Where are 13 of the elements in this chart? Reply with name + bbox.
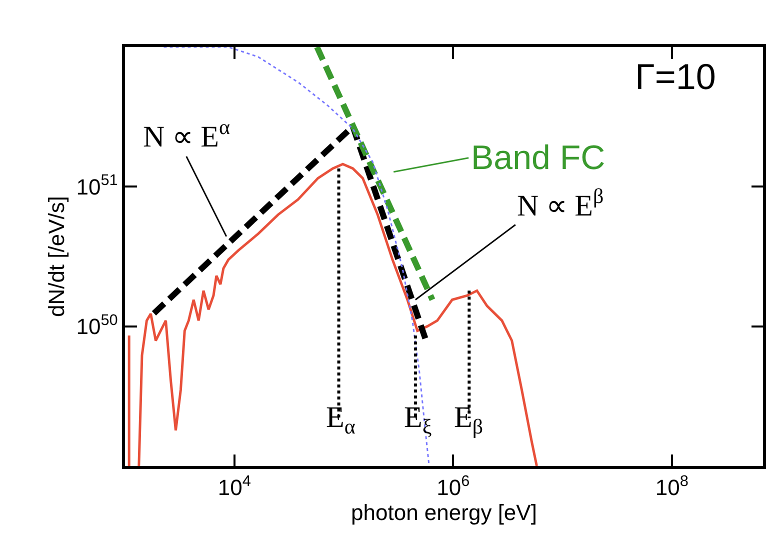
- y-axis-title: dN/dt [/eV/s]: [44, 196, 70, 318]
- annotation: Γ=10: [635, 56, 716, 97]
- annotation: E$_{ξ}$: [404, 401, 432, 438]
- x-tick-label: 10$^{4}$: [218, 472, 252, 500]
- annotation: E$_{β}$: [454, 401, 484, 438]
- y-tick-label: 10$^{51}$: [76, 172, 118, 200]
- annotation: N ∝ E$^{α}$: [143, 115, 230, 154]
- y-tick-label: 10$^{50}$: [76, 312, 118, 340]
- x-tick-label: 10$^{8}$: [655, 472, 688, 500]
- x-axis-title: photon energy [eV]: [351, 500, 537, 526]
- x-tick-label: 10$^{6}$: [436, 472, 470, 500]
- annotation: N ∝ E$^{β}$: [517, 184, 604, 223]
- annotation: Band FC: [471, 139, 606, 177]
